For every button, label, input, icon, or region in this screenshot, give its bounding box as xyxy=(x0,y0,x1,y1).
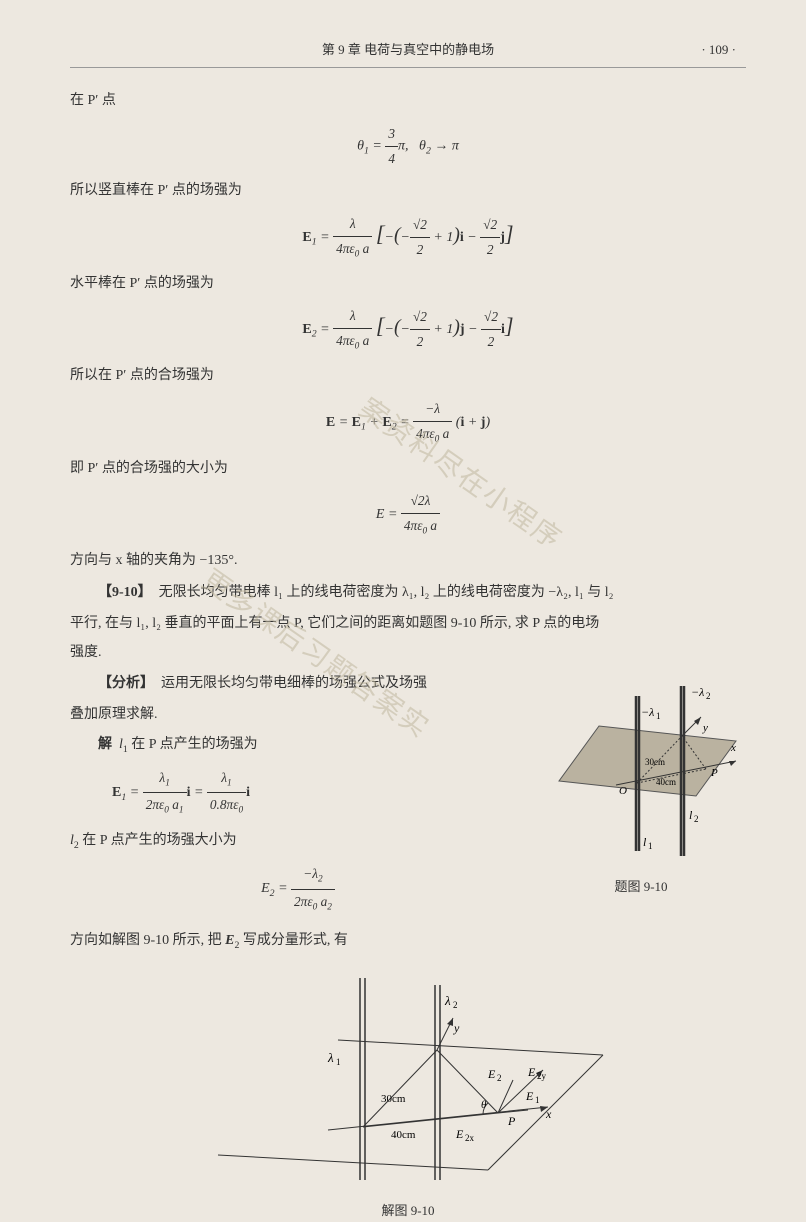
svg-text:E: E xyxy=(487,1067,496,1081)
svg-text:40cm: 40cm xyxy=(656,777,676,787)
svg-text:E: E xyxy=(527,1065,536,1079)
svg-text:y: y xyxy=(453,1021,460,1035)
figure-9-10-solution: λ1 λ2 y x P θ 30cm 40cm E2 E2y E1 E2x 解图… xyxy=(70,970,746,1222)
problem-9-10: 【9-10】 无限长均匀带电棒 l₁ 上的线电荷密度为 λ₁, l₂ 上的线电荷… xyxy=(70,580,746,605)
problem-text-3: 强度. xyxy=(70,640,746,665)
svg-text:2: 2 xyxy=(694,814,699,824)
svg-text:2: 2 xyxy=(706,691,711,701)
problem-number: 【9-10】 xyxy=(98,585,152,600)
theta-formula: θ1 = 34π, θ2 → π xyxy=(70,122,746,171)
content-body: 在 P′ 点 θ1 = 34π, θ2 → π 所以竖直棒在 P′ 点的场强为 … xyxy=(70,88,746,1222)
problem-text-1: 无限长均匀带电棒 l₁ 上的线电荷密度为 λ₁, l₂ 上的线电荷密度为 −λ₂… xyxy=(159,585,614,600)
svg-text:2y: 2y xyxy=(537,1071,547,1081)
svg-text:y: y xyxy=(702,722,708,734)
svg-text:30cm: 30cm xyxy=(645,757,665,767)
svg-text:−λ: −λ xyxy=(691,685,704,699)
svg-text:1: 1 xyxy=(656,711,661,721)
svg-text:−λ: −λ xyxy=(641,705,654,719)
svg-text:1: 1 xyxy=(648,841,653,851)
svg-text:1: 1 xyxy=(336,1057,341,1067)
solve-label: 解 xyxy=(98,737,112,752)
figure-bottom-caption: 解图 9-10 xyxy=(70,1199,746,1222)
svg-text:2: 2 xyxy=(497,1073,502,1083)
svg-text:P: P xyxy=(710,767,718,779)
e-sum-formula: E = E1 + E2 = −λ4πε0 a (i + j) xyxy=(70,397,746,448)
svg-text:E: E xyxy=(455,1127,464,1141)
e1-formula: E1 = λ4πε0 a [−(−√22 + 1)i − √22j] xyxy=(70,212,746,263)
analysis-label: 【分析】 xyxy=(98,676,154,691)
svg-text:θ: θ xyxy=(481,1099,487,1111)
svg-text:30cm: 30cm xyxy=(381,1093,406,1105)
svg-text:x: x xyxy=(545,1107,552,1121)
figure-right-caption: 题图 9-10 xyxy=(541,875,741,898)
svg-text:l: l xyxy=(689,808,693,822)
svg-text:P: P xyxy=(507,1114,516,1128)
svg-text:x: x xyxy=(730,742,736,754)
l1-text: l1 在 P 点产生的场强为 xyxy=(119,737,258,752)
page-number: · 109 · xyxy=(701,38,736,61)
direction-solve-text: 方向如解图 9-10 所示, 把 E2 写成分量形式, 有 xyxy=(70,928,746,954)
svg-text:E: E xyxy=(525,1089,534,1103)
svg-text:λ: λ xyxy=(444,993,451,1008)
magnitude-label: 即 P′ 点的合场强的大小为 xyxy=(70,456,746,481)
svg-text:2x: 2x xyxy=(465,1133,475,1143)
problem-text-2: 平行, 在与 l₁, l₂ 垂直的平面上有一点 P, 它们之间的距离如题图 9-… xyxy=(70,611,746,636)
direction-text: 方向与 x 轴的夹角为 −135°. xyxy=(70,548,746,573)
svg-text:40cm: 40cm xyxy=(391,1129,416,1141)
text-at-p: 在 P′ 点 xyxy=(70,88,746,113)
figure-9-10-problem: −λ2 −λ1 y P x O 30cm 40cm l2 l1 题图 9-10 xyxy=(541,681,741,899)
page-header: 第 9 章 电荷与真空中的静电场 · 109 · xyxy=(70,38,746,68)
svg-text:1: 1 xyxy=(535,1095,540,1105)
svg-text:l: l xyxy=(643,835,647,849)
svg-text:2: 2 xyxy=(453,1000,458,1010)
analysis-text: 运用无限长均匀带电细棒的场强公式及场强 xyxy=(161,676,427,691)
combined-label: 所以在 P′ 点的合场强为 xyxy=(70,363,746,388)
svg-text:λ: λ xyxy=(327,1050,334,1065)
e-magnitude: E = √2λ4πε0 a xyxy=(70,489,746,540)
problem-body-with-figure: −λ2 −λ1 y P x O 30cm 40cm l2 l1 题图 9-10 … xyxy=(70,671,746,924)
svg-text:O: O xyxy=(619,785,627,797)
chapter-title: 第 9 章 电荷与真空中的静电场 xyxy=(322,42,494,57)
horiz-rod-label: 水平棒在 P′ 点的场强为 xyxy=(70,271,746,296)
vert-rod-label: 所以竖直棒在 P′ 点的场强为 xyxy=(70,178,746,203)
e2-formula: E2 = λ4πε0 a [−(−√22 + 1)j − √22i] xyxy=(70,304,746,355)
